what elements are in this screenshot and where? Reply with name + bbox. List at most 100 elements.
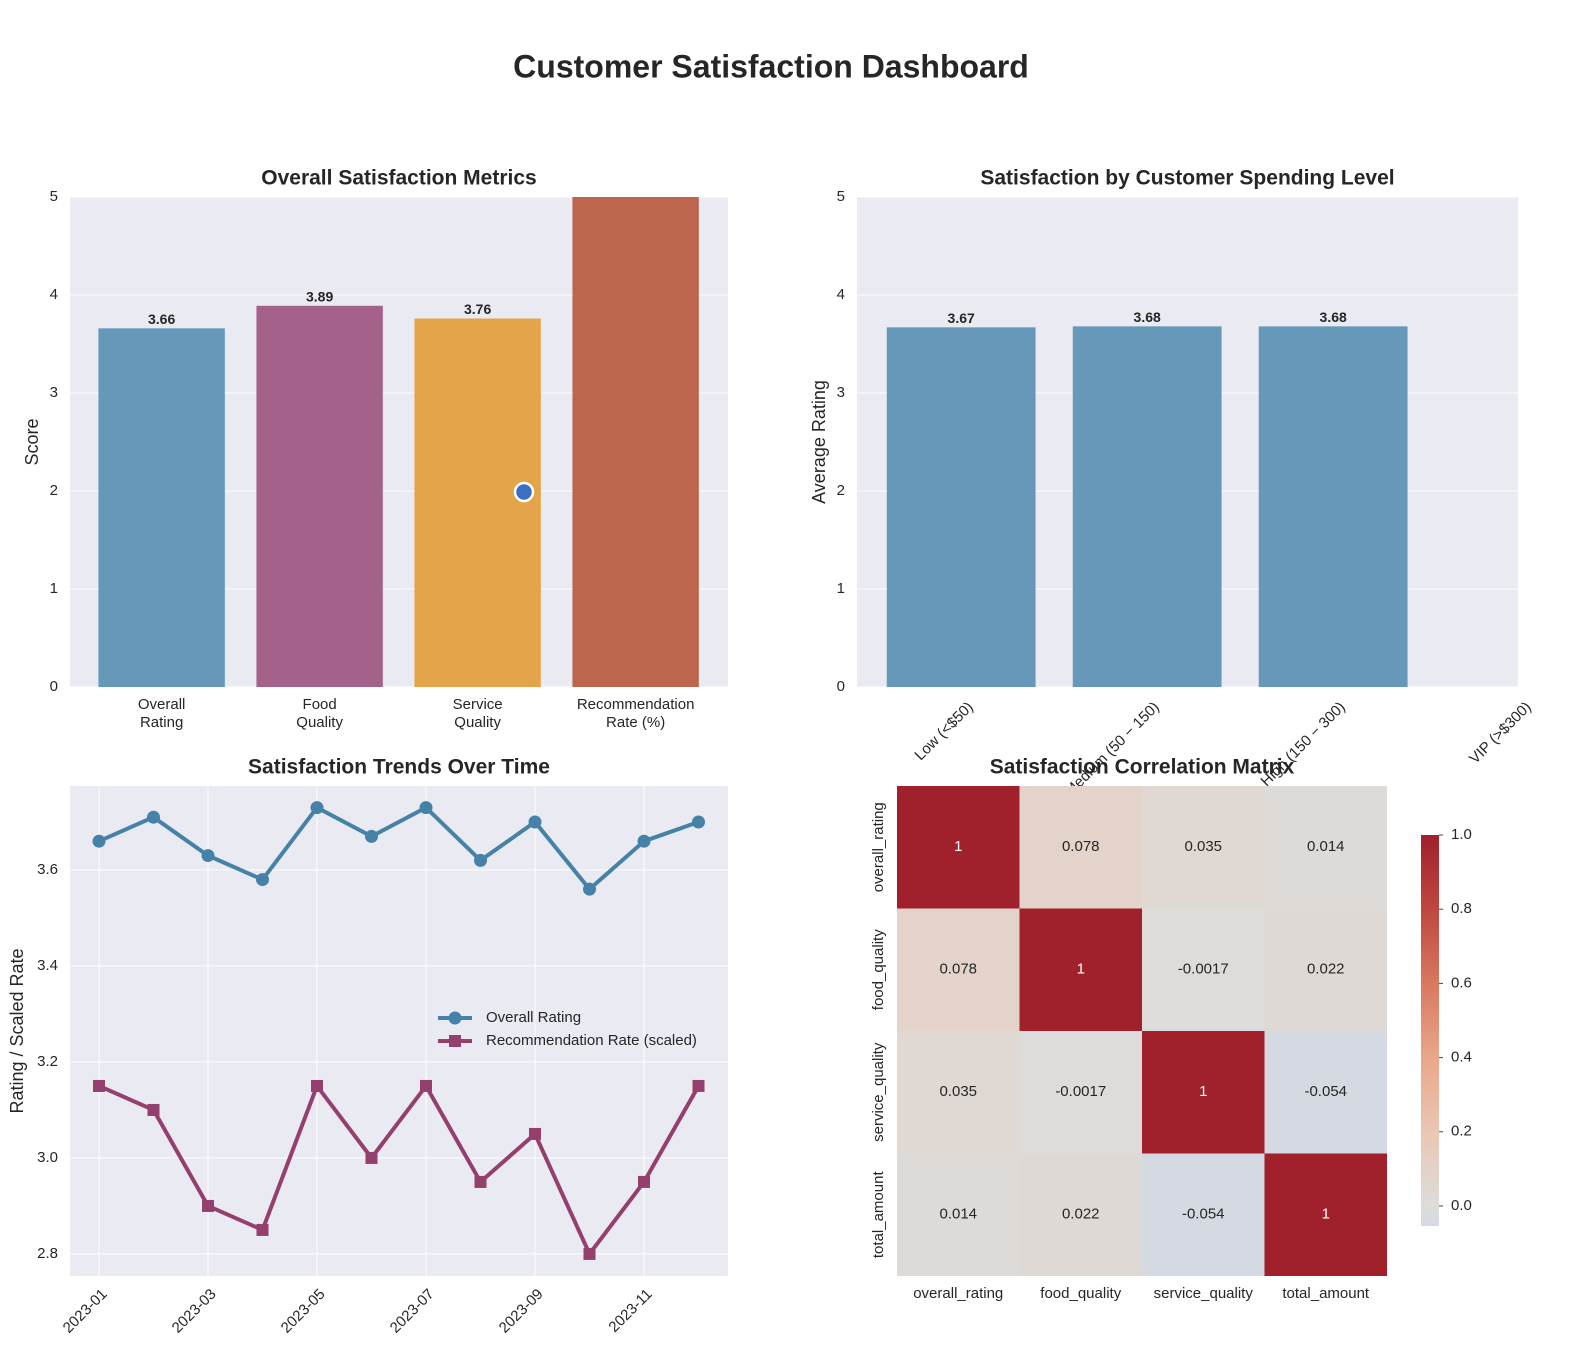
dashboard-title: Customer Satisfaction Dashboard [513, 48, 1029, 84]
cursor-indicator [513, 481, 535, 503]
heatmap-cell [1264, 1153, 1387, 1276]
y-tick-label: 3.0 [37, 1149, 58, 1166]
marker [637, 834, 651, 848]
legend-marker [448, 1011, 462, 1025]
marker [474, 853, 487, 867]
marker [420, 1079, 432, 1092]
x-tick-label: 2023-01 [60, 1286, 111, 1337]
heatmap-cell [1264, 1031, 1387, 1154]
chart-title: Satisfaction Trends Over Time [248, 756, 550, 779]
x-tick-label: service_quality [1154, 1285, 1254, 1302]
marker [365, 1151, 378, 1164]
y-tick-label: 0 [837, 678, 845, 695]
heatmap-cell [1019, 908, 1142, 1031]
y-tick-label: 3 [837, 384, 845, 401]
bar [886, 327, 1036, 687]
marker [692, 1079, 705, 1092]
chart-title: Satisfaction by Customer Spending Level [980, 167, 1394, 190]
y-tick-label: 1 [837, 580, 845, 597]
marker [638, 1175, 650, 1188]
y-tick-label: 2 [837, 482, 845, 499]
y-tick-label: 2.8 [37, 1245, 58, 1262]
cell-label: 1 [954, 838, 962, 855]
marker [147, 1103, 160, 1116]
heatmap-cell [897, 786, 1020, 909]
heatmap-cell [897, 1031, 1020, 1154]
x-tick-label: total_amount [1282, 1285, 1370, 1302]
y-tick-label: service_quality [870, 1042, 887, 1142]
cell-label: 0.014 [1307, 838, 1345, 855]
bar [414, 318, 541, 687]
y-tick-label: 3.2 [37, 1053, 58, 1070]
heatmap-cell [897, 1153, 1020, 1276]
colorbar [1421, 835, 1439, 1226]
y-tick-label: 1 [50, 580, 58, 597]
heatmap-cell [1264, 786, 1387, 909]
heatmap-cell [1142, 1031, 1265, 1154]
marker [528, 815, 542, 829]
cell-label: 0.022 [1062, 1206, 1100, 1223]
heatmap-cell [1142, 1153, 1265, 1276]
marker [93, 1079, 105, 1092]
y-tick-label: 5 [50, 188, 58, 205]
chart-title: Overall Satisfaction Metrics [261, 167, 536, 190]
x-tick-label: Overall Rating [138, 696, 186, 731]
cell-label: 0.022 [1307, 961, 1345, 978]
value-label: 3.68 [1134, 309, 1161, 325]
marker [583, 882, 596, 896]
cell-label: 0.035 [939, 1083, 977, 1100]
colorbar-tick-label: 0.6 [1451, 974, 1472, 991]
cell-label: -0.0017 [1055, 1083, 1106, 1100]
colorbar-tick-label: 1.0 [1451, 826, 1472, 843]
plot-area [70, 786, 728, 1276]
marker [692, 815, 705, 829]
marker [256, 1223, 269, 1236]
cell-label: -0.0017 [1178, 961, 1229, 978]
value-label: 3.76 [464, 301, 491, 317]
y-tick-label: 3.6 [37, 861, 58, 878]
marker [311, 1079, 323, 1092]
y-axis-label: Rating / Scaled Rate [7, 948, 27, 1113]
y-tick-label: 4 [50, 286, 58, 303]
bar [572, 197, 699, 687]
y-tick-label: food_quality [870, 929, 887, 1010]
marker [92, 834, 106, 848]
marker [256, 873, 269, 887]
x-tick-label: Recommendation Rate (%) [577, 696, 695, 731]
cell-label: -0.054 [1182, 1206, 1225, 1223]
y-tick-label: 0 [50, 678, 58, 695]
cell-label: 0.035 [1184, 838, 1222, 855]
heatmap-cell [1264, 908, 1387, 1031]
cell-label: 0.078 [939, 961, 977, 978]
y-axis-label: Average Rating [809, 380, 829, 504]
x-tick-label: 2023-03 [169, 1286, 220, 1337]
value-label: 3.66 [148, 311, 175, 327]
y-axis-label: Score [22, 418, 42, 465]
x-tick-label: 2023-11 [605, 1286, 655, 1336]
x-tick-label: overall_rating [913, 1285, 1003, 1302]
bar [256, 305, 383, 687]
y-tick-label: 3 [50, 384, 58, 401]
y-tick-label: total_amount [870, 1171, 887, 1259]
cell-label: 0.014 [939, 1206, 977, 1223]
y-tick-label: overall_rating [870, 802, 887, 892]
x-tick-label: 2023-09 [496, 1286, 547, 1337]
colorbar-tick-label: 0.0 [1451, 1197, 1472, 1214]
x-tick-label: 2023-07 [387, 1286, 438, 1337]
heatmap-cell [1142, 908, 1265, 1031]
colorbar-tick-label: 0.4 [1451, 1049, 1472, 1066]
y-tick-label: 5 [837, 188, 845, 205]
cell-label: 1 [1199, 1083, 1207, 1100]
heatmap-cell [897, 908, 1020, 1031]
heatmap-cell [1142, 786, 1265, 909]
marker [419, 801, 433, 815]
value-label: 3.67 [948, 310, 975, 326]
bar [1258, 326, 1408, 687]
marker [529, 1127, 541, 1140]
marker [583, 1247, 596, 1260]
heatmap-cell [1019, 786, 1142, 909]
bar [98, 328, 225, 687]
marker [310, 801, 324, 815]
marker [201, 849, 215, 863]
